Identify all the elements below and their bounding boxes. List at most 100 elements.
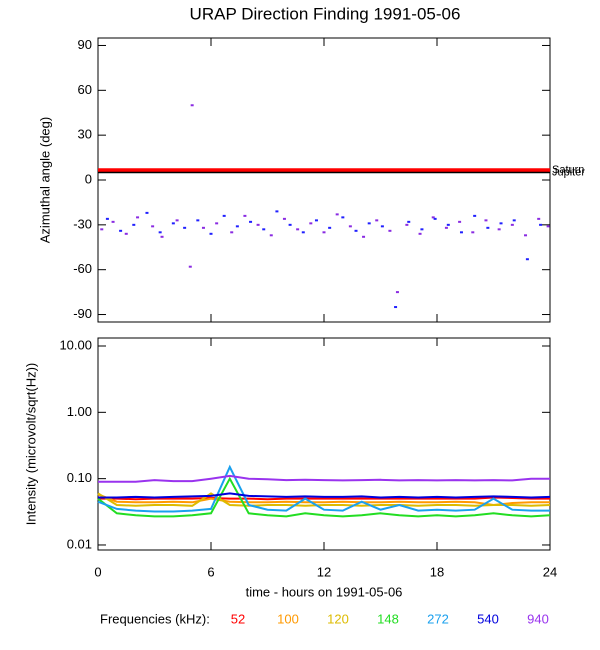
- x-tick-label: 18: [430, 564, 444, 579]
- y-axis-label: Azimuthal angle (deg): [37, 117, 52, 243]
- series-line: [97, 492, 551, 507]
- point: [230, 231, 234, 234]
- point: [512, 219, 516, 222]
- point: [222, 214, 226, 217]
- point: [314, 219, 318, 222]
- point: [362, 235, 366, 238]
- point: [458, 220, 462, 223]
- y-tick-label: -60: [73, 261, 92, 276]
- legend-entry: 148: [377, 611, 399, 626]
- planet-label: Saturn: [552, 164, 584, 176]
- point: [328, 226, 332, 229]
- point: [524, 234, 528, 237]
- point: [546, 225, 550, 228]
- y-tick-label: 1.00: [67, 404, 92, 419]
- point: [459, 231, 463, 234]
- point: [446, 223, 450, 226]
- point: [473, 214, 477, 217]
- point: [288, 223, 292, 226]
- y-tick-label: -90: [73, 306, 92, 321]
- point: [190, 104, 194, 107]
- point: [158, 231, 162, 234]
- series-line: [98, 474, 550, 483]
- point: [380, 225, 384, 228]
- point: [209, 232, 213, 235]
- point: [405, 223, 409, 226]
- point: [269, 234, 273, 237]
- point: [407, 220, 411, 223]
- point: [296, 228, 300, 231]
- series-line: [98, 496, 550, 501]
- point: [444, 226, 448, 229]
- point: [471, 231, 475, 234]
- point: [486, 226, 490, 229]
- point: [201, 226, 205, 229]
- point: [124, 232, 128, 235]
- series-line: [97, 476, 551, 518]
- y-tick-label: 90: [78, 37, 92, 52]
- legend-entry: 940: [527, 611, 549, 626]
- y-tick-label: -30: [73, 216, 92, 231]
- point: [395, 291, 399, 294]
- plot-frame: [97, 37, 551, 323]
- point: [160, 235, 164, 238]
- point: [420, 228, 424, 231]
- point: [497, 228, 501, 231]
- series-line: [98, 492, 551, 499]
- point: [105, 217, 109, 220]
- point: [375, 219, 379, 222]
- point: [175, 219, 179, 222]
- point: [145, 211, 149, 214]
- x-tick-label: 0: [94, 564, 101, 579]
- point: [275, 210, 279, 213]
- point: [348, 225, 352, 228]
- point: [215, 222, 219, 225]
- series-line: [97, 464, 550, 513]
- point: [282, 217, 286, 220]
- point: [525, 258, 529, 261]
- point: [539, 223, 543, 226]
- planet-label: Jupiter: [552, 166, 585, 178]
- point: [136, 216, 140, 219]
- y-axis-label: Intensity (microvolt/sqrt(Hz)): [23, 363, 38, 526]
- legend-entry: 120: [327, 611, 349, 626]
- point: [100, 228, 104, 231]
- point: [171, 222, 175, 225]
- point: [537, 217, 541, 220]
- point: [132, 223, 136, 226]
- point: [196, 219, 200, 222]
- point: [335, 213, 339, 216]
- point: [301, 231, 305, 234]
- point: [341, 216, 345, 219]
- legend-entry: 540: [477, 611, 499, 626]
- point: [111, 220, 115, 223]
- x-axis-label: time - hours on 1991-05-06: [246, 584, 403, 599]
- y-tick-label: 60: [78, 82, 92, 97]
- plot-frame: [97, 337, 551, 551]
- series-line: [97, 493, 550, 507]
- point: [510, 223, 514, 226]
- point: [367, 222, 371, 225]
- y-tick-label: 0.01: [67, 536, 92, 551]
- legend-entry: 272: [427, 611, 449, 626]
- legend-title: Frequencies (kHz):: [100, 611, 210, 626]
- x-tick-label: 12: [317, 564, 331, 579]
- legend-entry: 52: [231, 611, 245, 626]
- point: [433, 217, 437, 220]
- y-tick-label: 30: [78, 127, 92, 142]
- point: [484, 219, 488, 222]
- point: [243, 214, 247, 217]
- point: [499, 222, 503, 225]
- point: [249, 220, 253, 223]
- x-tick-label: 6: [207, 564, 214, 579]
- point: [151, 225, 155, 228]
- point: [256, 223, 260, 226]
- point: [183, 226, 187, 229]
- chart-title: URAP Direction Finding 1991-05-06: [190, 4, 461, 23]
- point: [322, 231, 326, 234]
- point: [235, 225, 239, 228]
- legend-entry: 100: [277, 611, 299, 626]
- point: [354, 229, 358, 232]
- point: [309, 222, 313, 225]
